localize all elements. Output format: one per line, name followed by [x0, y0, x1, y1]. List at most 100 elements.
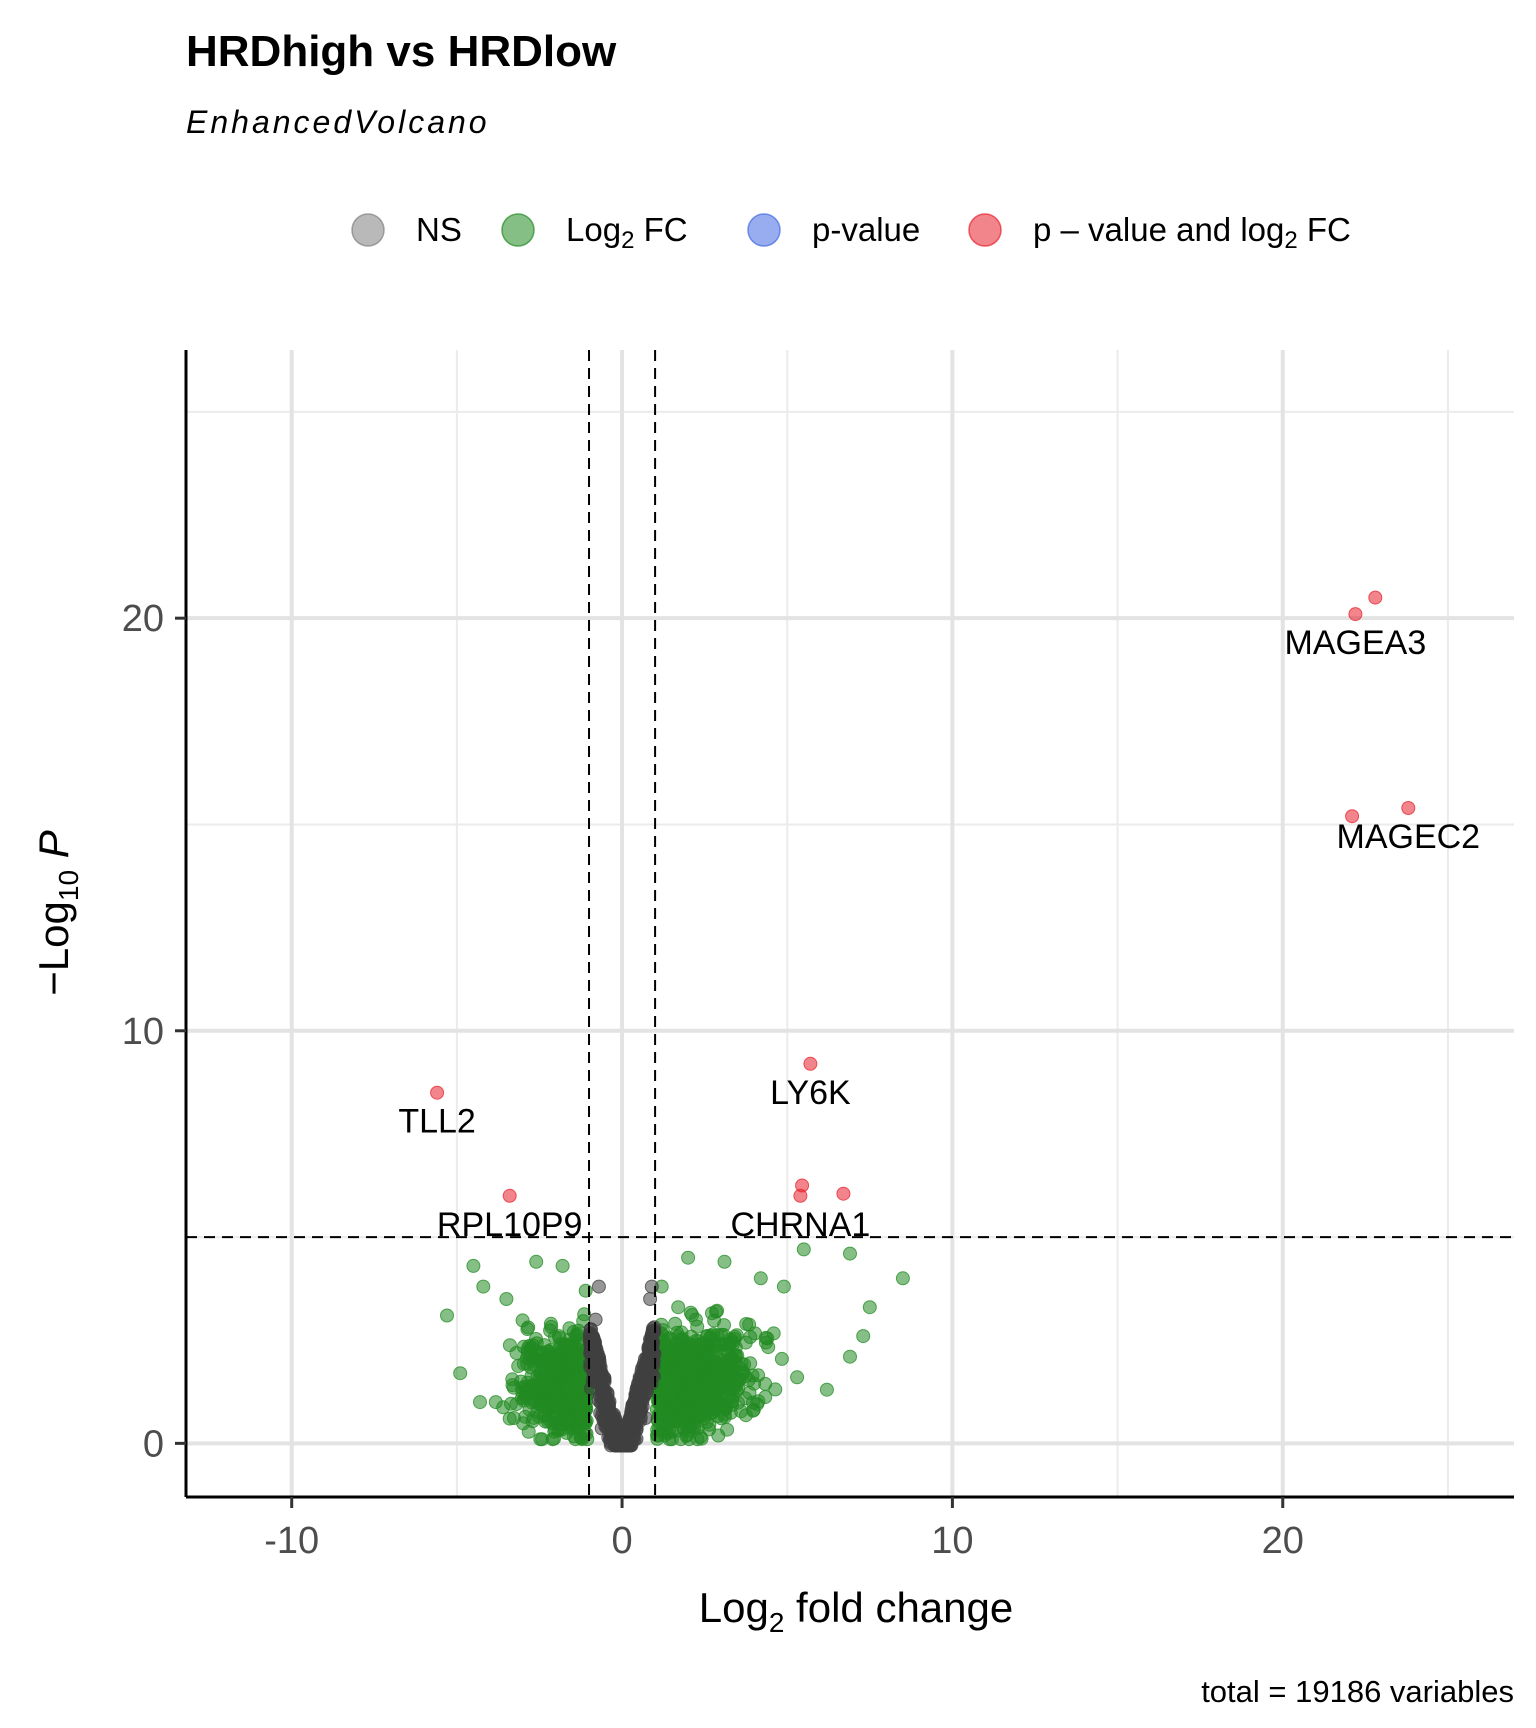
fc-point [681, 1250, 696, 1265]
fc-point [520, 1345, 535, 1360]
x-tick-label: 10 [931, 1520, 973, 1562]
legend-key-ns [351, 213, 385, 247]
fc-point [738, 1391, 753, 1406]
ns-point [631, 1404, 646, 1419]
fc-point [577, 1307, 592, 1322]
fc-point [578, 1283, 593, 1298]
fc-point [520, 1322, 535, 1336]
gene-label-magea3: MAGEA3 [1285, 624, 1427, 662]
fc-point [672, 1366, 687, 1381]
fc-point [741, 1373, 756, 1388]
fc-point [758, 1390, 773, 1404]
fc-point [564, 1358, 579, 1372]
fc-point [796, 1242, 811, 1257]
fc-point [526, 1380, 541, 1395]
legend-label: p-value [812, 211, 920, 248]
fc-point [502, 1338, 517, 1353]
fc-point [678, 1351, 693, 1366]
fc-point [473, 1395, 487, 1410]
ns-point [588, 1312, 603, 1327]
fc-point [743, 1330, 758, 1344]
fc-point [502, 1411, 517, 1426]
fc-point [776, 1279, 791, 1294]
significant-point [836, 1186, 851, 1201]
fc-point [511, 1359, 526, 1374]
fc-point [743, 1356, 758, 1371]
legend-label: p – value and log2 FC [1033, 211, 1351, 254]
fc-point [856, 1329, 871, 1344]
fc-point [690, 1319, 705, 1334]
fc-point [674, 1332, 689, 1347]
ns-point [643, 1292, 658, 1306]
fc-point [561, 1413, 576, 1428]
legend: NS Log2 FC p-value p – value and log2 FC [351, 211, 1351, 254]
fc-point [538, 1360, 553, 1375]
legend-item-both: p – value and log2 FC [968, 211, 1351, 254]
fc-point [566, 1324, 581, 1339]
x-axis-title: Log2 fold change [699, 1584, 1014, 1638]
fc-point [440, 1308, 454, 1323]
chart-subtitle: EnhancedVolcano [186, 104, 490, 140]
x-tick-label: -10 [264, 1520, 319, 1562]
fc-point [695, 1392, 710, 1407]
fc-point [681, 1391, 696, 1406]
fc-point [499, 1292, 514, 1306]
significant-point [1345, 809, 1360, 824]
significant-point [1348, 607, 1363, 622]
ns-point [598, 1419, 613, 1434]
fc-point [580, 1432, 595, 1447]
ns-point [608, 1438, 622, 1453]
chart-title: HRDhigh vs HRDlow [186, 27, 617, 76]
legend-key-log2fc [501, 213, 535, 247]
points-layer [430, 590, 1416, 1453]
fc-point [774, 1351, 789, 1366]
ns-point [600, 1385, 615, 1400]
fc-point [683, 1305, 698, 1320]
legend-key-both [968, 213, 1002, 247]
caption: total = 19186 variables [1201, 1674, 1514, 1709]
legend-key-pvalue [747, 213, 781, 247]
y-tick-label: 20 [122, 598, 164, 640]
significant-point [502, 1188, 517, 1203]
significant-point [1368, 590, 1383, 605]
fc-point [675, 1412, 690, 1427]
fc-point [504, 1396, 518, 1411]
legend-item-log2fc: Log2 FC [501, 211, 688, 254]
fc-point [790, 1370, 805, 1385]
significant-point [430, 1085, 445, 1100]
fc-point [768, 1382, 783, 1397]
fc-point [704, 1328, 719, 1343]
gene-label-tll2: TLL2 [398, 1103, 476, 1141]
significant-point [803, 1056, 818, 1071]
axes: -10 0 10 20 0 10 20 [122, 350, 1514, 1562]
fc-point [707, 1371, 722, 1386]
fc-point [742, 1317, 757, 1332]
fc-point [529, 1254, 544, 1269]
significant-point [793, 1188, 808, 1203]
fc-point [657, 1424, 672, 1439]
gene-label-magec2: MAGEC2 [1337, 818, 1481, 856]
fc-point [476, 1279, 491, 1294]
fc-point [717, 1254, 732, 1269]
ns-point [640, 1372, 655, 1387]
gene-label-rpl10p9: RPL10P9 [437, 1206, 583, 1244]
fc-point [766, 1326, 781, 1341]
fc-point [521, 1424, 536, 1439]
fc-point [529, 1332, 543, 1346]
fc-point [690, 1432, 705, 1447]
legend-label: Log2 FC [566, 211, 688, 254]
fc-point [671, 1300, 686, 1315]
legend-item-ns: NS [351, 211, 462, 248]
fc-point [720, 1422, 735, 1437]
fc-point [575, 1406, 590, 1421]
fc-point [551, 1400, 566, 1415]
y-tick-label: 10 [122, 1011, 164, 1053]
fc-point [505, 1378, 520, 1393]
ns-point [642, 1355, 656, 1370]
fc-point [753, 1271, 768, 1286]
gene-label-ly6k: LY6K [770, 1074, 851, 1112]
gene-labels: MAGEA3 MAGEC2 LY6K TLL2 CHRNA1 RPL10P9 [398, 624, 1480, 1244]
fc-point [532, 1409, 547, 1424]
legend-item-pvalue: p-value [747, 211, 920, 248]
